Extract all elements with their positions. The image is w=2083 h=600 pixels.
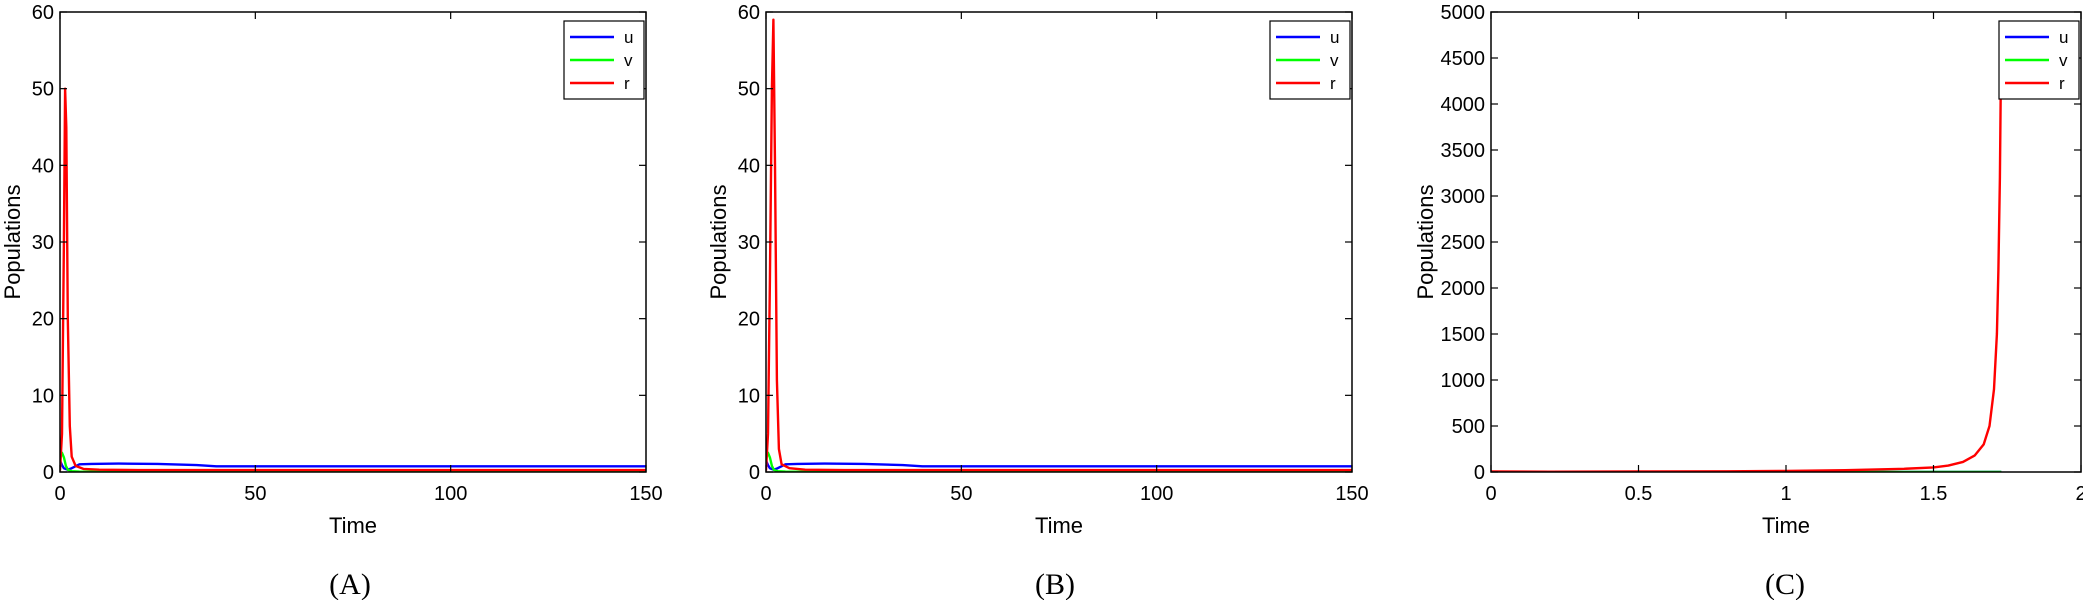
x-tick-label: 1: [1780, 483, 1791, 505]
x-axis-label: Time: [1762, 513, 1810, 538]
x-tick-label: 100: [1140, 483, 1173, 505]
legend-label-u: u: [624, 28, 633, 47]
x-tick-label: 0: [1485, 483, 1496, 505]
y-tick-label: 1000: [1441, 370, 1486, 392]
y-tick-label: 40: [738, 155, 760, 177]
legend-label-r: r: [2059, 74, 2065, 93]
x-tick-label: 0.5: [1625, 483, 1653, 505]
y-tick-label: 30: [738, 232, 760, 254]
series-group: [766, 18, 1352, 472]
series-line-u: [766, 460, 1352, 471]
y-tick-label: 2000: [1441, 278, 1486, 300]
panel-caption: (B): [1035, 568, 1075, 600]
y-tick-label: 60: [738, 2, 760, 24]
y-axis-label: Populations: [706, 185, 731, 300]
y-tick-label: 40: [32, 155, 54, 177]
x-tick-label: 2: [2075, 483, 2083, 505]
series-line-r: [1491, 30, 2003, 472]
y-tick-label: 3500: [1441, 140, 1486, 162]
legend-label-v: v: [1330, 51, 1339, 70]
axes-frame: [59, 11, 647, 473]
legend-label-u: u: [2059, 28, 2068, 47]
y-tick-label: 5000: [1441, 2, 1486, 24]
y-tick-label: 50: [738, 79, 760, 101]
y-axis-label: Populations: [0, 185, 25, 300]
legend-label-r: r: [624, 74, 630, 93]
x-axis-label: Time: [1035, 513, 1083, 538]
legend: uvr: [563, 20, 645, 100]
x-tick-label: 0: [760, 483, 771, 505]
y-tick-label: 0: [43, 462, 54, 484]
axes-frame: [765, 11, 1353, 473]
legend-label-v: v: [2059, 51, 2068, 70]
x-tick-label: 1.5: [1920, 483, 1948, 505]
y-tick-label: 0: [1474, 462, 1485, 484]
y-tick-label: 10: [32, 385, 54, 407]
x-tick-label: 0: [54, 483, 65, 505]
series-line-r: [60, 87, 646, 472]
y-tick-label: 4000: [1441, 94, 1486, 116]
y-tick-label: 60: [32, 2, 54, 24]
y-tick-label: 30: [32, 232, 54, 254]
x-tick-label: 150: [629, 483, 662, 505]
y-tick-label: 3000: [1441, 186, 1486, 208]
series-group: [1491, 30, 2003, 472]
panel-caption: (A): [329, 568, 371, 600]
chart-panel-b: 0 50 100 150 0 10 20 30 40 50 60 Time Populations uvr…: [706, 2, 1369, 600]
x-tick-label: 100: [434, 483, 467, 505]
chart-panel-c: 0 0.5 1 1.5 2 0 500 1000 1500 2000 2500 3000 3500 400…: [1413, 2, 2083, 600]
chart-panel-a: 0 50 100 150 0 10 20 30 40 50 60 Time Populations uvr…: [0, 2, 663, 600]
panel-caption: (C): [1765, 568, 1805, 600]
legend: uvr: [1998, 20, 2080, 100]
y-tick-label: 50: [32, 79, 54, 101]
y-axis-label: Populations: [1413, 185, 1438, 300]
y-tick-label: 10: [738, 385, 760, 407]
y-tick-label: 20: [32, 309, 54, 331]
x-tick-label: 150: [1335, 483, 1368, 505]
legend-label-v: v: [624, 51, 633, 70]
legend: uvr: [1269, 20, 1351, 100]
series-line-u: [60, 460, 646, 471]
y-tick-label: 2500: [1441, 232, 1486, 254]
y-tick-label: 20: [738, 309, 760, 331]
y-tick-label: 1500: [1441, 324, 1486, 346]
y-tick-label: 500: [1452, 416, 1485, 438]
y-tick-label: 4500: [1441, 48, 1486, 70]
legend-label-u: u: [1330, 28, 1339, 47]
y-tick-label: 0: [749, 462, 760, 484]
legend-label-r: r: [1330, 74, 1336, 93]
series-group: [60, 87, 646, 472]
x-axis-label: Time: [329, 513, 377, 538]
x-tick-label: 50: [244, 483, 266, 505]
x-tick-label: 50: [950, 483, 972, 505]
series-line-r: [766, 18, 1352, 472]
